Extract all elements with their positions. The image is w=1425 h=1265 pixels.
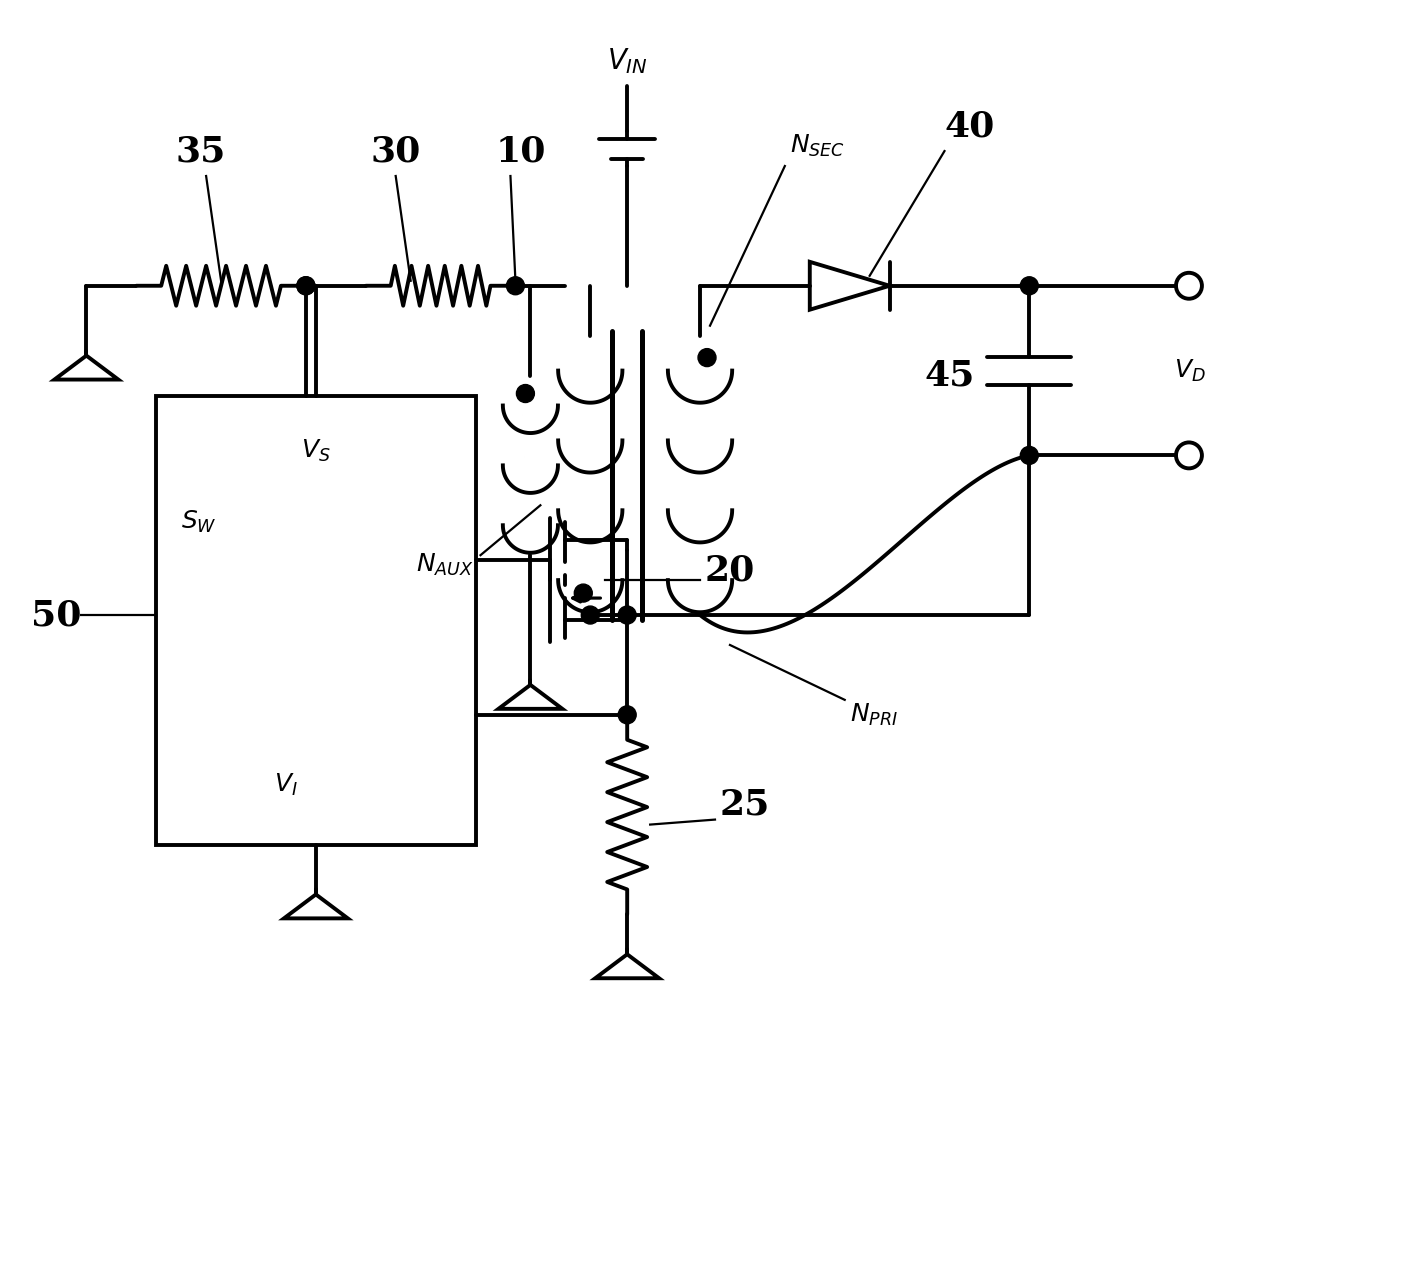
Text: 45: 45 (925, 358, 975, 392)
Text: 35: 35 (175, 134, 227, 168)
Text: 50: 50 (31, 598, 81, 632)
Circle shape (506, 277, 524, 295)
Text: 25: 25 (720, 788, 771, 822)
Text: $V_S$: $V_S$ (301, 438, 331, 463)
Circle shape (1020, 277, 1039, 295)
Text: 40: 40 (945, 109, 995, 143)
Circle shape (574, 584, 593, 602)
Circle shape (618, 706, 636, 724)
Text: $V_{IN}$: $V_{IN}$ (607, 47, 647, 76)
Circle shape (296, 277, 315, 295)
Circle shape (581, 606, 600, 624)
Text: $N_{SEC}$: $N_{SEC}$ (789, 133, 845, 159)
Text: $V_D$: $V_D$ (1174, 358, 1206, 383)
Circle shape (1020, 447, 1039, 464)
Text: $V_I$: $V_I$ (274, 772, 298, 798)
Text: $S_W$: $S_W$ (181, 509, 217, 535)
Text: 20: 20 (705, 553, 755, 587)
Text: 30: 30 (370, 134, 420, 168)
Text: $N_{AUX}$: $N_{AUX}$ (416, 552, 473, 578)
Bar (157, 396, 476, 845)
Circle shape (516, 385, 534, 402)
Text: 10: 10 (494, 134, 546, 168)
Circle shape (296, 277, 315, 295)
Circle shape (618, 606, 636, 624)
Circle shape (698, 349, 715, 367)
Text: $N_{PRI}$: $N_{PRI}$ (849, 702, 898, 727)
